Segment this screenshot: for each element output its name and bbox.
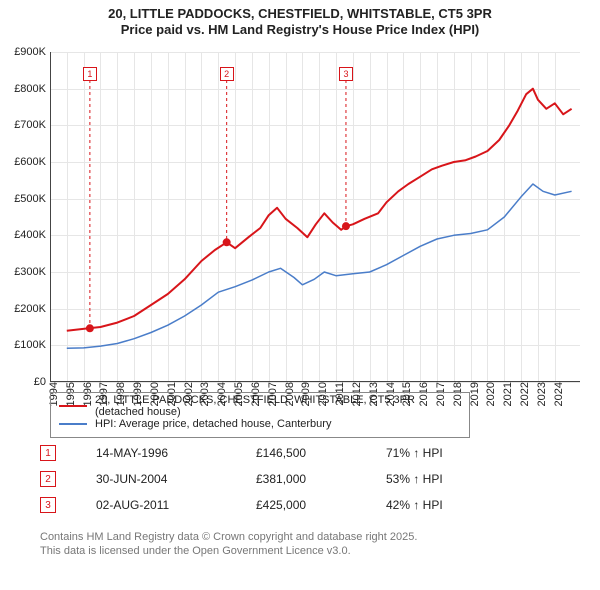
sale-marker-box: 1	[83, 67, 97, 81]
x-tick-label: 2021	[500, 382, 514, 406]
sales-row: 2 30-JUN-2004£381,00053% ↑ HPI	[40, 466, 506, 492]
sales-date: 14-MAY-1996	[96, 446, 256, 460]
sales-hpi: 71% ↑ HPI	[386, 446, 506, 460]
title-line-2: Price paid vs. HM Land Registry's House …	[10, 22, 590, 38]
y-tick-label: £200K	[14, 303, 50, 315]
sales-row: 1 14-MAY-1996£146,50071% ↑ HPI	[40, 440, 506, 466]
y-tick-label: £100K	[14, 339, 50, 351]
legend-label: HPI: Average price, detached house, Cant…	[95, 418, 331, 430]
legend-label: 20, LITTLE PADDOCKS, CHESTFIELD, WHITSTA…	[95, 394, 461, 418]
sales-date: 02-AUG-2011	[96, 498, 256, 512]
sales-num-box: 3	[40, 497, 56, 513]
chart-svg	[50, 52, 580, 382]
sale-marker-dot	[342, 222, 350, 230]
y-tick-label: £400K	[14, 229, 50, 241]
sales-table: 1 14-MAY-1996£146,50071% ↑ HPI 2 30-JUN-200…	[40, 440, 506, 518]
title-line-1: 20, LITTLE PADDOCKS, CHESTFIELD, WHITSTA…	[10, 6, 590, 22]
sales-price: £146,500	[256, 446, 386, 460]
license-line-1: Contains HM Land Registry data © Crown c…	[40, 530, 417, 544]
sales-hpi: 53% ↑ HPI	[386, 472, 506, 486]
sales-price: £425,000	[256, 498, 386, 512]
y-tick-label: £900K	[14, 46, 50, 58]
y-tick-label: £300K	[14, 266, 50, 278]
y-tick-label: £500K	[14, 193, 50, 205]
y-tick-label: £800K	[14, 83, 50, 95]
x-tick-label: 2024	[551, 382, 565, 406]
sale-marker-box: 2	[220, 67, 234, 81]
sale-marker-box: 3	[339, 67, 353, 81]
price-hpi-line-chart: £0£100K£200K£300K£400K£500K£600K£700K£80…	[50, 52, 580, 382]
y-tick-label: £600K	[14, 156, 50, 168]
sale-marker-dot	[223, 238, 231, 246]
series-line	[67, 184, 572, 348]
legend-swatch	[59, 405, 87, 407]
sales-hpi: 42% ↑ HPI	[386, 498, 506, 512]
license-text: Contains HM Land Registry data © Crown c…	[40, 530, 417, 559]
chart-legend: 20, LITTLE PADDOCKS, CHESTFIELD, WHITSTA…	[50, 392, 470, 438]
y-tick-label: £700K	[14, 119, 50, 131]
series-line	[67, 89, 572, 331]
x-tick-label: 2022	[517, 382, 531, 406]
sales-num-box: 1	[40, 445, 56, 461]
legend-swatch	[59, 423, 87, 425]
sale-marker-dot	[86, 324, 94, 332]
x-tick-label: 2020	[483, 382, 497, 406]
x-tick-label: 2023	[534, 382, 548, 406]
sales-num-box: 2	[40, 471, 56, 487]
chart-title-block: 20, LITTLE PADDOCKS, CHESTFIELD, WHITSTA…	[0, 0, 600, 41]
sales-row: 3 02-AUG-2011£425,00042% ↑ HPI	[40, 492, 506, 518]
license-line-2: This data is licensed under the Open Gov…	[40, 544, 417, 558]
sales-date: 30-JUN-2004	[96, 472, 256, 486]
legend-item: 20, LITTLE PADDOCKS, CHESTFIELD, WHITSTA…	[59, 397, 461, 415]
sales-price: £381,000	[256, 472, 386, 486]
